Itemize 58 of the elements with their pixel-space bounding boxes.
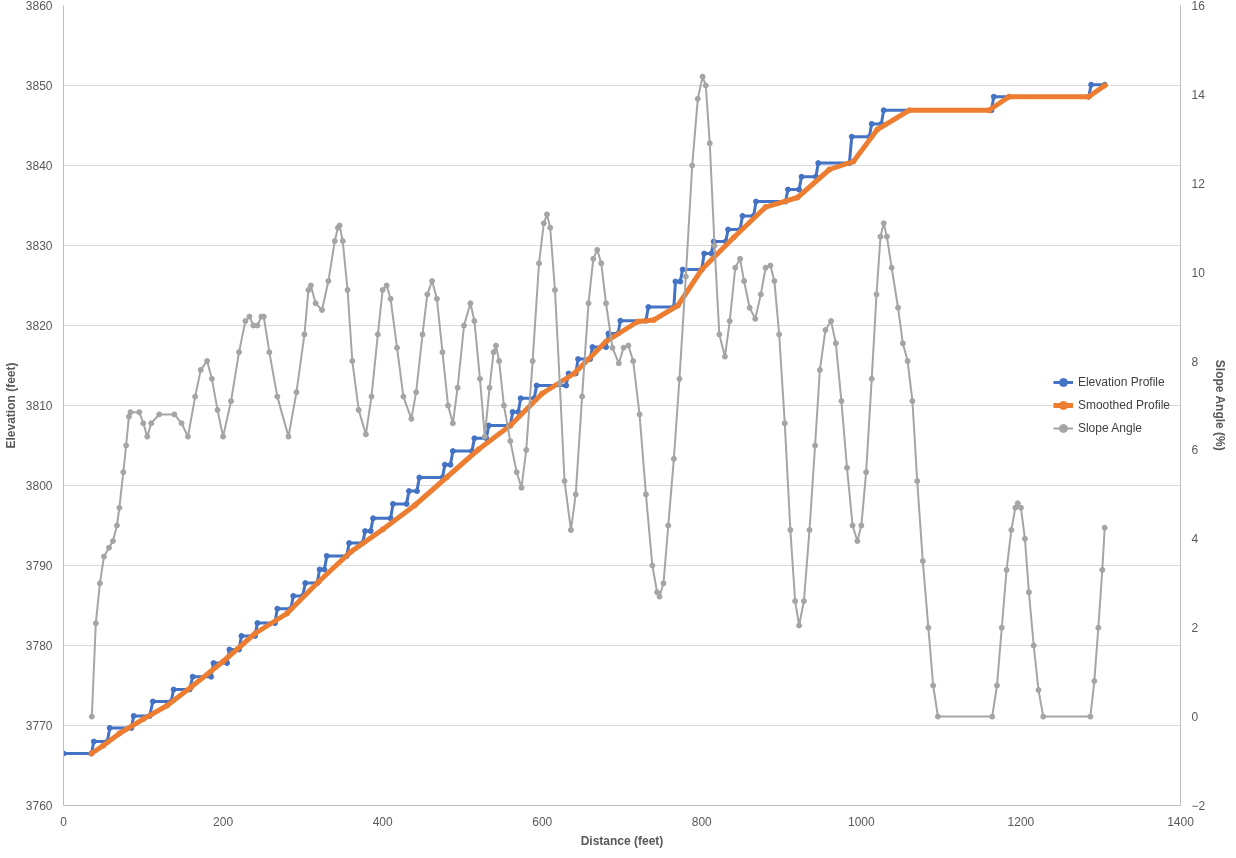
y-tick-label: 3760	[25, 799, 53, 813]
point	[850, 158, 857, 165]
legend-label: Slope Angle	[1077, 421, 1142, 435]
point	[164, 702, 171, 709]
point	[794, 194, 801, 201]
point	[140, 716, 147, 723]
point	[874, 126, 881, 133]
y2-tick-label: 6	[1191, 443, 1199, 458]
x-tick-label: 0	[60, 814, 68, 829]
point	[730, 234, 737, 241]
x-tick-label: 1000	[848, 814, 876, 829]
y-tick-label: 3850	[25, 79, 53, 93]
y-tick-label: 3860	[25, 0, 53, 13]
point	[826, 166, 833, 173]
y2-tick-label: 14	[1191, 87, 1206, 102]
y2-tick-label: 10	[1191, 265, 1206, 280]
y-tick-label: 3820	[25, 319, 53, 333]
point	[906, 107, 913, 114]
point	[443, 474, 450, 481]
point	[634, 318, 641, 325]
point	[603, 338, 610, 345]
point	[539, 390, 546, 397]
y-tick-label: 3800	[25, 479, 53, 493]
point	[475, 446, 482, 453]
y2-tick-label: 2	[1191, 621, 1199, 636]
x-tick-label: 1400	[1167, 814, 1195, 829]
y-tick-label: 3840	[25, 159, 53, 173]
legend-label: Elevation Profile	[1077, 375, 1165, 389]
y2-tick-label: 12	[1191, 176, 1206, 191]
x-tick-label: 200	[213, 814, 234, 829]
x-tick-label: 400	[372, 814, 393, 829]
y-tick-label: 3770	[25, 719, 53, 733]
point	[762, 204, 769, 211]
point	[100, 742, 107, 749]
y2-tick-label: −2	[1191, 799, 1206, 813]
point	[220, 658, 227, 665]
point	[1005, 93, 1012, 100]
y-tick-label: 3830	[25, 239, 53, 253]
point	[411, 502, 418, 509]
x-tick-label: 1200	[1007, 814, 1035, 829]
y-axis-title: Elevation (feet)	[3, 362, 18, 449]
y2-tick-label: 16	[1191, 0, 1206, 13]
legend-label: Smoothed Profile	[1077, 398, 1170, 412]
y2-tick-label: 0	[1191, 710, 1199, 725]
y2-tick-label: 4	[1191, 532, 1199, 547]
x-tick-label: 800	[691, 814, 713, 829]
x-axis-title: Distance (feet)	[580, 833, 664, 848]
point	[674, 302, 681, 309]
y-tick-label: 3810	[25, 399, 53, 413]
point	[116, 730, 123, 737]
y-tick-label: 3780	[25, 639, 53, 653]
point	[379, 526, 386, 533]
y-tick-label: 3790	[25, 559, 53, 573]
point	[347, 548, 354, 555]
y2-tick-label: 8	[1191, 354, 1199, 369]
point	[283, 610, 290, 617]
x-tick-label: 600	[532, 814, 553, 829]
y2-axis-title: Slope Angle (%)	[1213, 359, 1228, 451]
